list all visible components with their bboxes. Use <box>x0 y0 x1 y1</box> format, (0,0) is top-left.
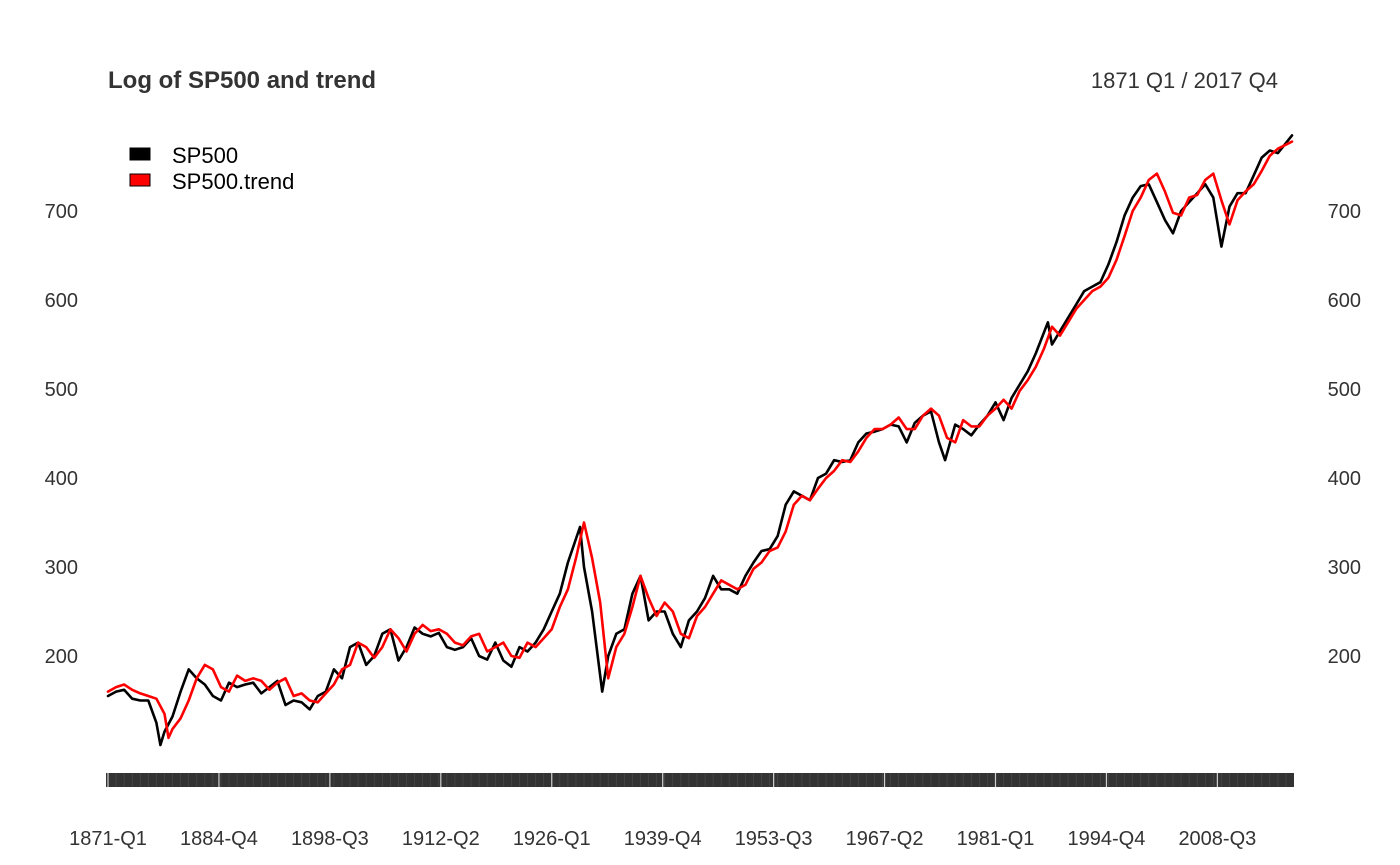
y-tick-label-right: 200 <box>1328 646 1361 668</box>
y-tick-label-right: 700 <box>1328 201 1361 223</box>
legend-label-sp500: SP500 <box>172 143 238 168</box>
y-tick-label-left: 200 <box>45 646 78 668</box>
x-tick-label: 1939-Q4 <box>624 828 702 850</box>
x-tick-label: 1953-Q3 <box>735 828 813 850</box>
legend: SP500 SP500.trend <box>129 143 294 194</box>
legend-label-sp500-trend: SP500.trend <box>172 169 294 194</box>
x-tick-label: 1912-Q2 <box>402 828 480 850</box>
y-tick-label-left: 400 <box>45 468 78 490</box>
y-tick-label-left: 600 <box>45 290 78 312</box>
x-tick-label: 1981-Q1 <box>957 828 1035 850</box>
y-tick-label-right: 400 <box>1328 468 1361 490</box>
series-layer <box>106 134 1294 747</box>
x-tick-label: 1967-Q2 <box>846 828 924 850</box>
y-axis-left: 200 300 400 500 600 700 <box>45 201 78 668</box>
legend-swatch-sp500 <box>129 147 151 161</box>
x-tick-label: 1871-Q1 <box>69 828 147 850</box>
legend-swatch-sp500-trend <box>129 173 151 187</box>
y-tick-label-right: 500 <box>1328 379 1361 401</box>
x-tick-label: 1884-Q4 <box>180 828 258 850</box>
y-tick-label-right: 300 <box>1328 557 1361 579</box>
date-range-label: 1871 Q1 / 2017 Q4 <box>1091 68 1278 93</box>
x-tick-label: 1926-Q1 <box>513 828 591 850</box>
y-axis-right: 200 300 400 500 600 700 <box>1328 201 1361 668</box>
y-tick-label-right: 600 <box>1328 290 1361 312</box>
y-tick-label-left: 500 <box>45 379 78 401</box>
x-tick-label: 1994-Q4 <box>1068 828 1146 850</box>
y-tick-label-left: 300 <box>45 557 78 579</box>
x-axis: 1871-Q1 1884-Q4 1898-Q3 1912-Q2 1926-Q1 1939-… <box>69 773 1294 850</box>
series-line-sp500-trend <box>106 140 1294 740</box>
x-axis-band <box>106 773 1294 787</box>
chart-title: Log of SP500 and trend <box>108 67 376 94</box>
x-tick-label: 2008-Q3 <box>1178 828 1256 850</box>
series-line-sp500 <box>106 134 1294 747</box>
y-tick-label-left: 700 <box>45 201 78 223</box>
x-tick-label: 1898-Q3 <box>291 828 369 850</box>
